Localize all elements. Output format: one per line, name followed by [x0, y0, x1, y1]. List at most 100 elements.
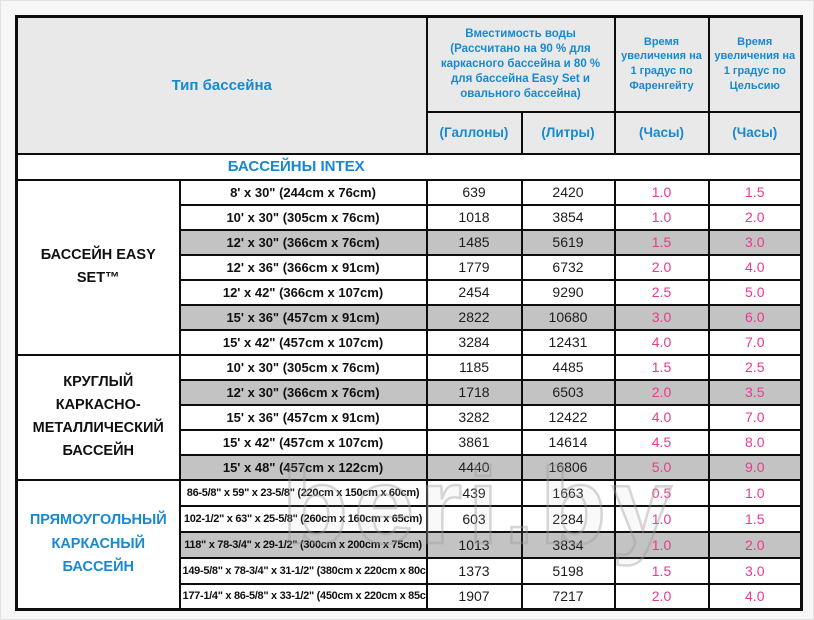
- hours-c-cell: 1.0: [707, 478, 803, 507]
- litres-cell: 10680: [520, 303, 616, 331]
- hours-c-cell: 1.5: [707, 178, 803, 206]
- hours-c-cell: 1.5: [707, 504, 803, 533]
- size-cell: 12' x 36" (366cm x 91cm): [178, 253, 428, 281]
- size-cell: 15' x 42" (457cm x 107cm): [178, 328, 428, 356]
- table-row: 118" x 78-3/4" x 29-1/2" (300cm x 200cm …: [17, 530, 803, 559]
- hours-f-cell: 4.5: [613, 428, 710, 456]
- size-cell: 15' x 48" (457cm x 122cm): [178, 453, 428, 481]
- litres-cell: 3854: [520, 203, 616, 231]
- litres-cell: 1663: [520, 478, 616, 507]
- size-cell: 15' x 42" (457cm x 107cm): [178, 428, 428, 456]
- size-cell: 10' x 30" (305cm x 76cm): [178, 353, 428, 381]
- gallons-cell: 3284: [425, 328, 523, 356]
- table-row: 10' x 30" (305cm x 76cm) 1018 3854 1.0 2…: [17, 203, 803, 231]
- gallons-cell: 639: [425, 178, 523, 206]
- header-unit-gallons: (Галлоны): [425, 110, 523, 155]
- hours-f-cell: 2.5: [613, 278, 710, 306]
- hours-f-cell: 3.0: [613, 303, 710, 331]
- table-row: 12' x 30" (366cm x 76cm) 1485 5619 1.5 3…: [17, 228, 803, 256]
- litres-cell: 9290: [520, 278, 616, 306]
- hours-c-cell: 8.0: [707, 428, 803, 456]
- hours-f-cell: 4.0: [613, 328, 710, 356]
- litres-cell: 14614: [520, 428, 616, 456]
- hours-f-cell: 1.0: [613, 504, 710, 533]
- size-cell: 12' x 30" (366cm x 76cm): [178, 378, 428, 406]
- litres-cell: 4485: [520, 353, 616, 381]
- gallons-cell: 4440: [425, 453, 523, 481]
- gallons-cell: 1718: [425, 378, 523, 406]
- hours-f-cell: 1.5: [613, 556, 710, 585]
- table-row: 149-5/8" x 78-3/4" x 31-1/2" (380cm x 22…: [17, 556, 803, 585]
- header-unit-hours-f: (Часы): [613, 110, 710, 155]
- hours-c-cell: 3.0: [707, 556, 803, 585]
- hours-c-cell: 2.0: [707, 203, 803, 231]
- hours-f-cell: 5.0: [613, 453, 710, 481]
- table-row: 12' x 30" (366cm x 76cm) 1718 6503 2.0 3…: [17, 378, 803, 406]
- pool-type-round-frame: КРУГЛЫЙ КАРКАСНО-МЕТАЛЛИЧЕСКИЙ БАССЕЙН: [15, 353, 181, 481]
- litres-cell: 16806: [520, 453, 616, 481]
- table-row: 177-1/4" x 86-5/8" x 33-1/2" (450cm x 22…: [17, 582, 803, 611]
- table-row: ПРЯМОУГОЛЬНЫЙ КАРКАСНЫЙ БАССЕЙН 86-5/8" …: [15, 478, 803, 611]
- section-title: БАССЕЙНЫ INTEX: [227, 158, 365, 175]
- size-cell: 177-1/4" x 86-5/8" x 33-1/2" (450cm x 22…: [178, 582, 428, 611]
- gallons-cell: 1185: [425, 353, 523, 381]
- gallons-cell: 1907: [425, 582, 523, 611]
- section-title-cell: БАССЕЙНЫ INTEX: [15, 152, 803, 181]
- hours-c-cell: 7.0: [707, 403, 803, 431]
- hours-f-cell: 1.5: [613, 228, 710, 256]
- size-cell: 12' x 30" (366cm x 76cm): [178, 228, 428, 256]
- size-cell: 12' x 42" (366cm x 107cm): [178, 278, 428, 306]
- hours-c-cell: 7.0: [707, 328, 803, 356]
- litres-cell: 3834: [520, 530, 616, 559]
- size-cell: 118" x 78-3/4" x 29-1/2" (300cm x 200cm …: [178, 530, 428, 559]
- table-row: 12' x 42" (366cm x 107cm) 2454 9290 2.5 …: [17, 278, 803, 306]
- gallons-cell: 2454: [425, 278, 523, 306]
- hours-f-cell: 1.0: [613, 178, 710, 206]
- pool-type-rectangular-frame: ПРЯМОУГОЛЬНЫЙ КАРКАСНЫЙ БАССЕЙН: [15, 478, 181, 611]
- hours-f-cell: 2.0: [613, 253, 710, 281]
- gallons-cell: 2822: [425, 303, 523, 331]
- hours-f-cell: 2.0: [613, 378, 710, 406]
- header-row-top: Тип бассейна Вместимость воды (Рассчитан…: [15, 15, 803, 155]
- size-cell: 86-5/8" x 59" x 23-5/8" (220cm x 150cm x…: [178, 478, 428, 507]
- gallons-cell: 1013: [425, 530, 523, 559]
- pool-capacity-table: Тип бассейна Вместимость воды (Рассчитан…: [15, 15, 803, 611]
- pool-type-easy-set: БАССЕЙН EASY SET™: [15, 178, 181, 356]
- hours-c-cell: 5.0: [707, 278, 803, 306]
- size-cell: 8' x 30" (244cm x 76cm): [178, 178, 428, 206]
- litres-cell: 2420: [520, 178, 616, 206]
- hours-c-cell: 9.0: [707, 453, 803, 481]
- gallons-cell: 3282: [425, 403, 523, 431]
- header-water-capacity: Вместимость воды (Рассчитано на 90 % для…: [425, 15, 616, 113]
- gallons-cell: 1018: [425, 203, 523, 231]
- litres-cell: 7217: [520, 582, 616, 611]
- table-row: 12' x 36" (366cm x 91cm) 1779 6732 2.0 4…: [17, 253, 803, 281]
- litres-cell: 12422: [520, 403, 616, 431]
- table-row: 15' x 36" (457cm x 91cm) 3282 12422 4.0 …: [17, 403, 803, 431]
- gallons-cell: 1373: [425, 556, 523, 585]
- gallons-cell: 1779: [425, 253, 523, 281]
- litres-cell: 12431: [520, 328, 616, 356]
- table-row: 15' x 36" (457cm x 91cm) 2822 10680 3.0 …: [17, 303, 803, 331]
- hours-f-cell: 1.0: [613, 530, 710, 559]
- table-row: 15' x 42" (457cm x 107cm) 3284 12431 4.0…: [17, 328, 803, 356]
- size-cell: 149-5/8" x 78-3/4" x 31-1/2" (380cm x 22…: [178, 556, 428, 585]
- litres-cell: 5198: [520, 556, 616, 585]
- size-cell: 10' x 30" (305cm x 76cm): [178, 203, 428, 231]
- hours-c-cell: 2.5: [707, 353, 803, 381]
- section-row: БАССЕЙНЫ INTEX: [15, 152, 803, 181]
- hours-f-cell: 1.0: [613, 203, 710, 231]
- gallons-cell: 439: [425, 478, 523, 507]
- gallons-cell: 3861: [425, 428, 523, 456]
- hours-c-cell: 6.0: [707, 303, 803, 331]
- hours-c-cell: 3.0: [707, 228, 803, 256]
- litres-cell: 6503: [520, 378, 616, 406]
- table-row: БАССЕЙН EASY SET™ 8' x 30" (244cm x 76cm…: [15, 178, 803, 356]
- hours-f-cell: 1.5: [613, 353, 710, 381]
- hours-c-cell: 4.0: [707, 253, 803, 281]
- size-cell: 15' x 36" (457cm x 91cm): [178, 303, 428, 331]
- header-pool-type: Тип бассейна: [15, 15, 428, 155]
- hours-c-cell: 3.5: [707, 378, 803, 406]
- header-time-celsius: Время увеличения на 1 градус по Цельсию: [707, 15, 803, 113]
- gallons-cell: 1485: [425, 228, 523, 256]
